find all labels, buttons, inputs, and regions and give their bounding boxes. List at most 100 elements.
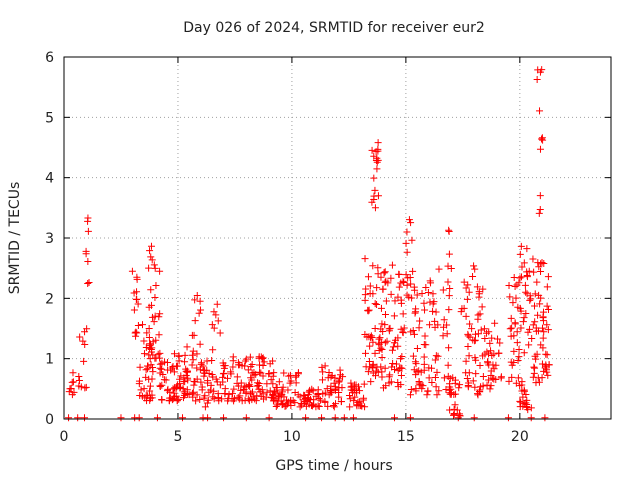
data-point — [444, 361, 452, 369]
data-point — [455, 384, 463, 392]
data-point — [403, 228, 411, 236]
data-point — [494, 335, 502, 343]
data-point — [172, 385, 180, 393]
data-point — [168, 364, 176, 372]
data-point — [513, 339, 521, 347]
data-point — [403, 248, 411, 256]
data-point — [476, 310, 484, 318]
data-point — [535, 263, 543, 271]
data-point — [418, 289, 426, 297]
data-point — [356, 387, 364, 395]
data-point — [444, 372, 452, 380]
data-point — [518, 378, 526, 386]
data-point — [443, 330, 451, 338]
data-point — [510, 347, 518, 355]
data-point — [155, 313, 163, 321]
data-point — [200, 394, 208, 402]
data-point — [538, 66, 546, 74]
data-point — [444, 278, 452, 286]
data-point — [533, 350, 541, 358]
data-point — [349, 414, 357, 422]
data-point — [156, 364, 164, 372]
data-point — [212, 311, 220, 319]
data-point — [523, 245, 531, 253]
data-point — [189, 356, 197, 364]
data-point — [445, 292, 453, 300]
data-point — [160, 376, 168, 384]
data-point — [193, 291, 201, 299]
data-point — [68, 391, 76, 399]
data-point — [189, 393, 197, 401]
data-point — [472, 330, 479, 338]
data-point — [361, 296, 369, 304]
data-point — [353, 402, 361, 410]
data-point — [471, 265, 479, 273]
data-point — [412, 308, 420, 316]
data-point — [536, 107, 544, 115]
data-point — [369, 362, 377, 370]
data-point — [464, 281, 472, 289]
data-point — [466, 320, 474, 328]
data-point — [410, 283, 418, 291]
data-point — [230, 385, 238, 393]
data-point — [253, 392, 261, 400]
data-point — [150, 261, 158, 269]
data-point — [328, 371, 336, 379]
data-point — [145, 264, 153, 272]
data-point — [534, 311, 542, 319]
data-point — [399, 310, 407, 318]
data-point — [147, 253, 155, 261]
data-point — [542, 366, 550, 374]
data-point — [508, 324, 516, 332]
data-point — [355, 383, 363, 391]
data-point — [237, 386, 245, 394]
data-point — [375, 339, 383, 347]
data-point — [374, 139, 382, 147]
data-point — [541, 414, 549, 422]
data-point — [481, 335, 489, 343]
data-point — [456, 381, 464, 389]
data-point — [403, 281, 411, 289]
data-point — [155, 331, 163, 339]
data-point — [462, 369, 470, 377]
data-point — [135, 414, 143, 422]
data-point — [173, 397, 181, 405]
data-point — [203, 399, 211, 407]
data-point — [134, 322, 142, 330]
data-point — [254, 382, 262, 390]
data-point — [418, 385, 426, 393]
data-point — [286, 371, 294, 379]
data-point — [454, 414, 462, 422]
data-point — [529, 321, 537, 329]
data-point — [189, 347, 197, 355]
data-point — [476, 362, 484, 370]
data-point — [377, 344, 385, 352]
data-point — [532, 355, 540, 363]
data-point — [405, 293, 413, 301]
data-point — [413, 344, 421, 352]
data-point — [348, 382, 356, 390]
data-point — [365, 306, 373, 314]
data-point — [509, 299, 517, 307]
data-point — [522, 399, 530, 407]
data-point — [395, 283, 403, 291]
data-point — [148, 391, 156, 399]
data-point — [516, 304, 524, 312]
data-point — [234, 393, 242, 401]
data-point — [349, 389, 357, 397]
data-point — [301, 391, 309, 399]
data-point — [383, 337, 391, 345]
data-point — [531, 364, 539, 372]
y-tick-label: 4 — [45, 171, 54, 187]
data-point — [431, 374, 439, 382]
data-point — [523, 403, 531, 411]
data-point — [370, 174, 378, 182]
data-point — [488, 334, 496, 342]
x-tick-label: 5 — [173, 429, 182, 445]
data-point — [415, 367, 423, 375]
data-point — [378, 354, 386, 362]
data-point — [490, 350, 498, 358]
data-point — [439, 332, 447, 340]
data-point — [411, 358, 419, 366]
data-point — [535, 209, 543, 217]
